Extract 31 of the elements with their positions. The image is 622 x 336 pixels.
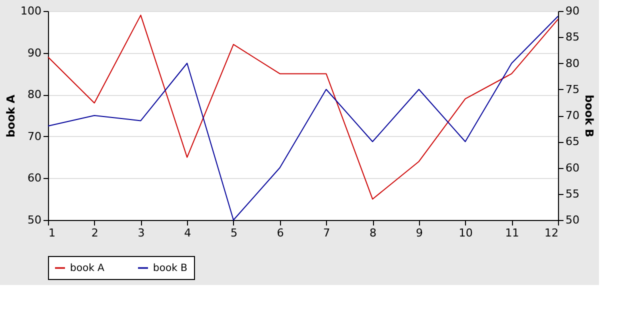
y2-tick-label: 85	[566, 30, 580, 44]
x-tick-label: 4	[184, 226, 192, 240]
x-tick-label: 12	[544, 226, 558, 240]
x-tick-label: 3	[138, 226, 145, 240]
y2-tick-label: 60	[566, 161, 580, 174]
x-tick-label: 2	[91, 226, 98, 240]
y2-tick-label: 80	[566, 56, 580, 70]
y2-tick-label: 70	[566, 109, 580, 122]
x-tick-label: 7	[323, 226, 330, 240]
y-tick-label: 50	[28, 214, 42, 226]
y2-tick-label: 75	[566, 82, 580, 96]
x-tick-label: 10	[458, 226, 473, 240]
y-tick-label: 80	[28, 88, 42, 102]
y2-tick-label: 65	[566, 135, 580, 148]
x-tick-label: 8	[370, 226, 377, 240]
y2-tick-label: 50	[566, 214, 580, 226]
y2-tick-label: 55	[566, 187, 580, 200]
y2-axis-title: book B	[582, 94, 596, 138]
y-tick-label: 100	[20, 4, 42, 18]
x-tick-label: 11	[505, 226, 520, 240]
x-tick-label: 6	[276, 226, 284, 240]
y2-tick-label: 90	[566, 4, 580, 18]
y-tick-label: 70	[28, 130, 42, 143]
x-tick-label: 5	[230, 226, 238, 240]
legend-label: book B	[153, 263, 188, 274]
y-tick-label: 60	[28, 172, 42, 185]
legend-label: book A	[70, 263, 105, 274]
x-tick-label: 1	[48, 226, 56, 240]
y-tick-label: 90	[28, 46, 42, 60]
y-axis-title: book A	[4, 94, 18, 138]
x-tick-label: 9	[416, 226, 423, 240]
